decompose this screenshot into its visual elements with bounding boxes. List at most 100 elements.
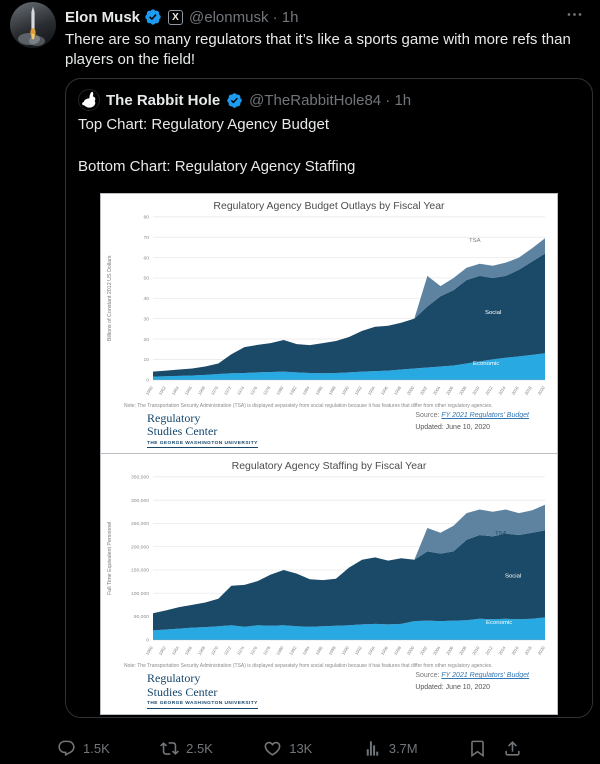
svg-text:1994: 1994 xyxy=(367,645,377,656)
svg-text:1996: 1996 xyxy=(380,645,390,656)
svg-text:2010: 2010 xyxy=(471,385,481,396)
svg-text:2002: 2002 xyxy=(419,385,429,396)
svg-text:2004: 2004 xyxy=(432,385,442,396)
svg-text:1998: 1998 xyxy=(393,385,403,396)
svg-text:2006: 2006 xyxy=(445,385,455,396)
svg-text:1972: 1972 xyxy=(223,385,233,396)
rocket-launch-photo xyxy=(18,6,45,46)
svg-text:1978: 1978 xyxy=(262,645,272,656)
svg-text:Billions of Constant 2012 US D: Billions of Constant 2012 US Dollars xyxy=(107,255,113,341)
svg-text:1966: 1966 xyxy=(184,645,194,656)
author-handle-time[interactable]: @elonmusk · 1h xyxy=(189,8,299,26)
svg-text:Social: Social xyxy=(485,310,501,316)
svg-text:1986: 1986 xyxy=(314,645,324,656)
svg-text:2008: 2008 xyxy=(458,385,468,396)
svg-text:1968: 1968 xyxy=(197,645,207,656)
quote-author-handle-time: @TheRabbitHole84 · 1h xyxy=(249,91,412,109)
svg-text:2018: 2018 xyxy=(523,645,533,656)
svg-text:TSA: TSA xyxy=(469,238,481,244)
svg-text:100,000: 100,000 xyxy=(131,591,149,597)
svg-text:2000: 2000 xyxy=(406,385,416,396)
svg-text:TSA: TSA xyxy=(495,531,507,537)
svg-text:1962: 1962 xyxy=(158,645,168,656)
svg-text:0: 0 xyxy=(146,638,149,644)
quote-avatar xyxy=(78,89,100,111)
staffing-chart-title: Regulatory Agency Staffing by Fiscal Yea… xyxy=(231,460,427,473)
reply-button[interactable]: 1.5K xyxy=(57,739,110,758)
svg-text:2004: 2004 xyxy=(432,645,442,656)
share-button[interactable] xyxy=(503,739,522,758)
svg-text:2016: 2016 xyxy=(510,385,520,396)
svg-text:2016: 2016 xyxy=(510,645,520,656)
svg-text:Economic: Economic xyxy=(473,361,499,367)
chart-note: Note: The Transportation Security Admini… xyxy=(124,663,493,670)
svg-text:20: 20 xyxy=(143,337,149,343)
views-button[interactable]: 3.7M xyxy=(363,739,418,758)
svg-text:2014: 2014 xyxy=(497,645,507,656)
more-menu-button[interactable] xyxy=(565,5,584,29)
svg-text:1964: 1964 xyxy=(171,385,181,396)
like-icon xyxy=(264,741,281,756)
svg-text:Social: Social xyxy=(505,574,521,580)
budget-area-chart: 0 10 20 30 40 50 60 70 80 Billions of Constant 20… xyxy=(107,215,547,396)
svg-text:1980: 1980 xyxy=(275,645,285,656)
svg-text:1980: 1980 xyxy=(275,385,285,396)
svg-text:40: 40 xyxy=(143,296,149,302)
org-name-line1: Regulatory xyxy=(147,671,201,686)
org-university: THE GEORGE WASHINGTON UNIVERSITY xyxy=(147,701,258,709)
svg-text:1986: 1986 xyxy=(314,385,324,396)
repost-icon xyxy=(160,742,180,755)
source-link[interactable]: FY 2021 Regulators' Budget xyxy=(441,672,529,680)
svg-text:1998: 1998 xyxy=(393,645,403,656)
budget-chart-title: Regulatory Agency Budget Outlays by Fisc… xyxy=(213,200,445,212)
avatar[interactable] xyxy=(10,2,56,48)
svg-text:1982: 1982 xyxy=(288,645,298,656)
rsc-logo: Regulatory Studies Center THE GEORGE WAS… xyxy=(147,411,258,449)
svg-text:1976: 1976 xyxy=(249,385,259,396)
svg-text:1970: 1970 xyxy=(210,385,220,396)
svg-text:1984: 1984 xyxy=(301,645,311,656)
repost-count: 2.5K xyxy=(186,741,213,756)
svg-text:2020: 2020 xyxy=(537,645,547,656)
bookmark-icon xyxy=(471,740,484,758)
bookmark-button[interactable] xyxy=(468,739,487,758)
svg-text:1976: 1976 xyxy=(249,645,259,656)
verified-badge-icon xyxy=(145,9,161,25)
verified-badge-icon xyxy=(227,92,242,108)
svg-text:150,000: 150,000 xyxy=(131,568,149,574)
repost-button[interactable]: 2.5K xyxy=(160,739,213,758)
svg-text:1994: 1994 xyxy=(367,385,377,396)
svg-text:1966: 1966 xyxy=(184,385,194,396)
quoted-tweet-card[interactable]: The Rabbit Hole @TheRabbitHole84 · 1h To… xyxy=(65,78,593,718)
svg-text:2020: 2020 xyxy=(537,385,547,396)
quote-header: The Rabbit Hole @TheRabbitHole84 · 1h xyxy=(66,79,592,113)
quote-text-line2: Bottom Chart: Regulatory Agency Staffing xyxy=(78,158,356,175)
svg-text:80: 80 xyxy=(143,215,149,221)
svg-text:1988: 1988 xyxy=(327,385,337,396)
source-link[interactable]: FY 2021 Regulators' Budget xyxy=(441,412,529,419)
quote-author-name[interactable]: The Rabbit Hole xyxy=(106,91,221,109)
svg-text:1968: 1968 xyxy=(197,385,207,396)
updated-date: Updated: June 10, 2020 xyxy=(415,424,491,431)
svg-text:30: 30 xyxy=(143,316,149,322)
quote-media-image[interactable]: Regulatory Agency Budget Outlays by Fisc… xyxy=(66,185,592,717)
reply-icon xyxy=(58,740,75,757)
share-icon xyxy=(505,741,520,756)
svg-text:1974: 1974 xyxy=(236,645,246,656)
x-affiliate-badge-icon: X xyxy=(168,9,184,25)
source-block: Source: FY 2021 Regulators' Budget Updat… xyxy=(415,672,529,691)
svg-text:1972: 1972 xyxy=(223,645,233,656)
svg-text:1960: 1960 xyxy=(145,645,155,656)
svg-text:1992: 1992 xyxy=(354,645,364,656)
rsc-logo: Regulatory Studies Center THE GEORGE WAS… xyxy=(147,671,258,709)
svg-text:Economic: Economic xyxy=(486,621,512,627)
svg-text:2000: 2000 xyxy=(406,645,416,656)
source-label: Source: xyxy=(415,412,440,419)
svg-text:2014: 2014 xyxy=(497,385,507,396)
svg-text:1996: 1996 xyxy=(380,385,390,396)
svg-text:250,000: 250,000 xyxy=(131,522,149,528)
like-button[interactable]: 13K xyxy=(263,739,312,758)
svg-text:2012: 2012 xyxy=(484,385,494,396)
author-name[interactable]: Elon Musk xyxy=(65,8,141,26)
